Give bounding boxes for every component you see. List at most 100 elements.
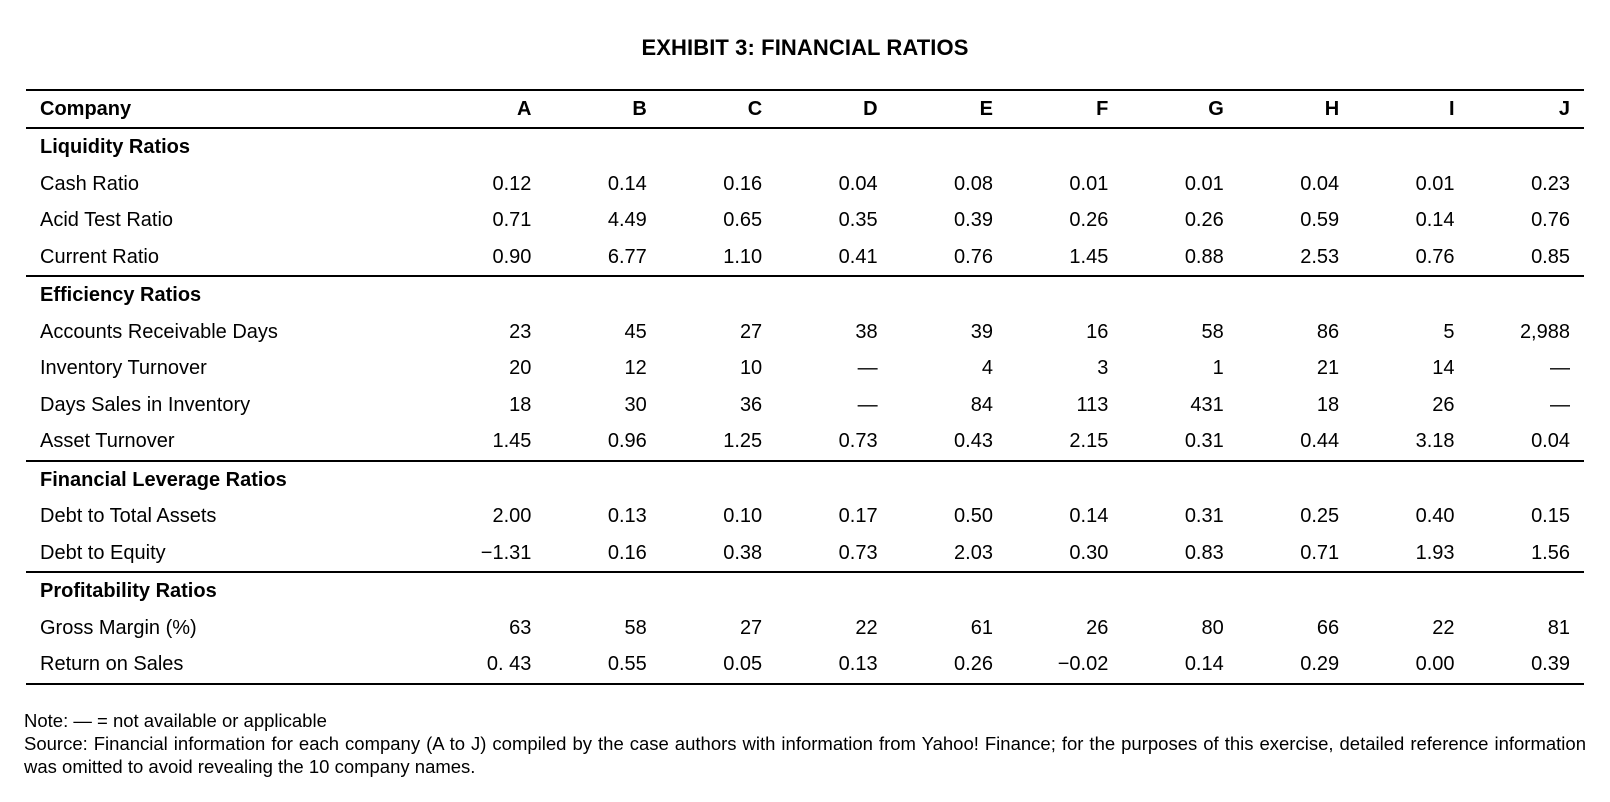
- table-cell: 2.53: [1237, 238, 1354, 277]
- table-row: Debt to Total Assets 2.00 0.13 0.10 0.17 0.50…: [26, 498, 1584, 535]
- table-row: Asset Turnover 1.45 0.96 1.25 0.73 0.43 2.15 0.…: [26, 423, 1584, 462]
- table-cell: 2,988: [1519, 320, 1570, 343]
- table-cell: 0.26: [891, 646, 1007, 685]
- table-cell: 16: [1086, 320, 1109, 343]
- section-header-row: Profitability Ratios: [26, 571, 1584, 610]
- table-cell: 38: [855, 320, 878, 343]
- table-cell: 0.59: [1300, 209, 1340, 232]
- table-cell: 36: [739, 393, 763, 416]
- row-label: Cash Ratio: [40, 172, 139, 195]
- table-cell: 0.23: [1531, 172, 1570, 195]
- source-text: Source: Financial information for each c…: [24, 733, 1586, 777]
- table-cell: 0.04: [838, 172, 878, 195]
- header-company-f: F: [1006, 89, 1123, 129]
- footnotes: Note: — = not available or applicable So…: [24, 709, 1586, 778]
- table-row: Current Ratio 0.90 6.77 1.10 0.41 0.76 1.45 0.8…: [26, 238, 1584, 277]
- table-cell: 23: [509, 320, 532, 343]
- table-cell: 1.93: [1353, 534, 1469, 573]
- table-cell: 2.03: [891, 534, 1007, 573]
- section-title: Financial Leverage Ratios: [26, 459, 1584, 498]
- header-company-e: E: [891, 89, 1007, 129]
- table-cell: 61: [970, 616, 993, 639]
- table-cell: 0.10: [723, 505, 763, 528]
- table-cell: 0.85: [1468, 238, 1584, 277]
- table-cell: 0.76: [1353, 238, 1469, 277]
- table-cell: 0.01: [1069, 172, 1109, 195]
- table-cell: 27: [739, 616, 763, 639]
- table-cell: 4: [981, 357, 993, 380]
- row-label: Gross Margin (%): [40, 616, 197, 639]
- table-cell: 5: [1443, 320, 1455, 343]
- table-cell: 0.29: [1237, 646, 1354, 685]
- table-cell: 80: [1201, 616, 1224, 639]
- table-cell: 66: [1316, 616, 1340, 639]
- table-cell: 84: [970, 393, 993, 416]
- table-row: Cash Ratio 0.12 0.14 0.16 0.04 0.08 0.01 0.01 0.…: [26, 166, 1584, 203]
- table-cell: 22: [855, 616, 878, 639]
- table-row: Debt to Equity −1.31 0.16 0.38 0.73 2.03 0.30 0…: [26, 534, 1584, 573]
- table-cell: 0.00: [1353, 646, 1469, 685]
- table-cell: 0.01: [1415, 172, 1455, 195]
- header-company-d: D: [776, 89, 892, 129]
- table-cell: 0.31: [1122, 423, 1238, 462]
- table-cell: —: [857, 393, 878, 416]
- table-cell: 0.13: [776, 646, 892, 685]
- table-cell: 26: [1086, 616, 1109, 639]
- table-cell: 1.10: [660, 238, 777, 277]
- table-cell: 113: [1076, 393, 1109, 416]
- table-cell: 0.04: [1468, 423, 1584, 462]
- header-company-i: I: [1353, 89, 1469, 129]
- table-cell: 0. 43: [430, 646, 546, 685]
- table-cell: 1.45: [430, 423, 546, 462]
- table-row: Acid Test Ratio 0.71 4.49 0.65 0.35 0.39 0.26 0…: [26, 202, 1584, 239]
- table-cell: —: [1550, 393, 1570, 416]
- table-cell: 1: [1212, 357, 1224, 380]
- row-label: Inventory Turnover: [40, 357, 207, 380]
- table-cell: 0.39: [954, 209, 993, 232]
- table-cell: 58: [624, 616, 647, 639]
- table-cell: 431: [1190, 393, 1224, 416]
- table-cell: 0.31: [1184, 505, 1224, 528]
- table-cell: 0.14: [607, 172, 647, 195]
- table-cell: 12: [624, 357, 647, 380]
- table-header-row: Company A B C D E F G H I J: [26, 89, 1584, 129]
- table-cell: 0.15: [1531, 505, 1570, 528]
- table-cell: 20: [509, 357, 532, 380]
- table-cell: 0.43: [891, 423, 1007, 462]
- table-row: Gross Margin (%) 63 58 27 22 61 26 80 66 22 81: [26, 610, 1584, 647]
- row-label: Acid Test Ratio: [40, 209, 174, 232]
- table-cell: 0.39: [1468, 646, 1584, 685]
- table-cell: 0.26: [1184, 209, 1224, 232]
- table-cell: —: [857, 357, 878, 380]
- table-cell: 2.00: [492, 505, 532, 528]
- table-cell: 0.12: [492, 172, 532, 195]
- header-company-label: Company: [26, 89, 431, 129]
- table-cell: 63: [509, 616, 532, 639]
- table-cell: 0.16: [723, 172, 763, 195]
- table-cell: 1.45: [1006, 238, 1123, 277]
- table-cell: —: [1550, 357, 1570, 380]
- table-cell: 14: [1432, 357, 1455, 380]
- table-body: Liquidity Ratios Cash Ratio 0.12 0.14 0.16 0.…: [26, 128, 1584, 685]
- table-cell: 27: [739, 320, 763, 343]
- table-cell: 0.65: [723, 209, 763, 232]
- row-label: Debt to Equity: [26, 534, 431, 573]
- table-cell: 4.49: [607, 209, 647, 232]
- table-cell: 0.90: [430, 238, 546, 277]
- table-cell: 0.88: [1122, 238, 1238, 277]
- table-cell: 0.76: [1531, 209, 1570, 232]
- table-cell: 0.96: [545, 423, 661, 462]
- table-cell: 58: [1201, 320, 1224, 343]
- section-title: Efficiency Ratios: [26, 275, 1584, 314]
- row-label: Current Ratio: [26, 238, 431, 277]
- header-company-a: A: [430, 89, 546, 129]
- table-row: Return on Sales 0. 43 0.55 0.05 0.13 0.26 −0.0…: [26, 646, 1584, 685]
- header-company-h: H: [1237, 89, 1354, 129]
- table-cell: 0.25: [1300, 505, 1340, 528]
- table-cell: 0.26: [1069, 209, 1109, 232]
- table-cell: 0.14: [1415, 209, 1455, 232]
- section-header-row: Financial Leverage Ratios: [26, 459, 1584, 498]
- table-cell: 0.83: [1122, 534, 1238, 573]
- table-cell: 0.73: [776, 423, 892, 462]
